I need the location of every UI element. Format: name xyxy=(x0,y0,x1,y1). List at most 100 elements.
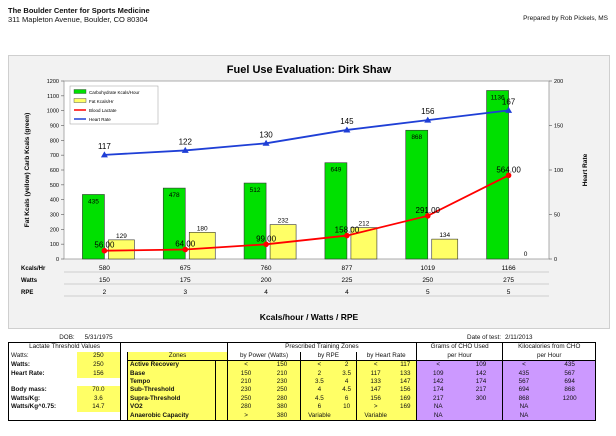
fat-bar-label: 129 xyxy=(116,233,127,240)
lt-label: Heart Rate: xyxy=(7,369,77,379)
power-high: 280 xyxy=(264,394,301,404)
kcal-low: NA xyxy=(502,411,545,422)
zone-row: Body mass: 70.0 Sub-Threshold 230 250 4 4.5 147… xyxy=(7,386,609,395)
power-high: 380 xyxy=(264,411,301,422)
lactate-point-label: 56.00 xyxy=(94,241,115,250)
row-rpe-cell: 4 xyxy=(264,289,268,296)
kcal-header-2: per Hour xyxy=(502,351,596,362)
zone-pad xyxy=(215,360,222,370)
zone-row: Watts/Kg: 3.6 Supra-Threshold 250 280 4.5 6 156… xyxy=(7,394,609,404)
hr-high: 117 xyxy=(394,360,417,370)
zone-pad xyxy=(215,403,222,412)
hr-high: 156 xyxy=(394,386,417,395)
lactate-point xyxy=(182,246,189,253)
lactate-point xyxy=(263,241,269,248)
kcal-low: 694 xyxy=(502,386,545,395)
y-tick-label: 1000 xyxy=(47,109,59,115)
zone-pad xyxy=(215,394,222,404)
kcal-header-1: Kilocalories from CHO xyxy=(502,342,596,352)
rpe-low: 3.5 xyxy=(300,378,338,387)
rpe-low: 6 xyxy=(300,403,338,412)
zone-name: Tempo xyxy=(127,378,216,387)
spacer xyxy=(120,403,129,412)
zones-empty-header xyxy=(127,342,229,352)
y-tick-label: 600 xyxy=(50,168,59,174)
carb-bar-label: 868 xyxy=(411,134,422,141)
heart-rate-point-label: 117 xyxy=(98,142,111,151)
y-tick-label: 200 xyxy=(50,227,59,233)
carb-bar xyxy=(162,187,186,260)
row-kcal-cell: 877 xyxy=(341,265,352,272)
y-tick-label: 300 xyxy=(50,213,59,219)
kcal-high xyxy=(544,403,596,412)
zone-pad xyxy=(221,411,229,422)
kcal-low: < xyxy=(502,360,545,370)
test-date-label: Date of test: xyxy=(467,334,501,341)
chart-title: Fuel Use Evaluation: Dirk Shaw xyxy=(227,64,392,76)
lt-label: Body mass: xyxy=(7,386,77,395)
lt-value xyxy=(76,378,122,387)
y-tick-label: 1200 xyxy=(47,79,59,85)
rpe-low: 2 xyxy=(300,369,338,379)
y-tick-label: 500 xyxy=(50,183,59,189)
zone-pad xyxy=(221,403,229,412)
zone-pad xyxy=(215,369,222,379)
row-kcal-cell: 1019 xyxy=(421,265,436,272)
zone-name: Supra-Threshold xyxy=(127,394,216,404)
row-watts-cell: 250 xyxy=(422,277,433,284)
dob-label: DOB: xyxy=(59,334,75,341)
lt-value xyxy=(76,411,122,422)
power-high: 250 xyxy=(264,386,301,395)
row-rpe-cell: 5 xyxy=(507,289,511,296)
zone-row: Watts: 250 Active Recovery <150 <2 <117 <109 <4… xyxy=(7,360,609,370)
fat-bar-label: 212 xyxy=(358,221,369,228)
grams-high: 217 xyxy=(459,386,504,395)
legend-swatch xyxy=(73,89,87,94)
row-watts-cell: 200 xyxy=(261,277,272,284)
grams-low: 174 xyxy=(416,386,460,395)
lactate-point-label: 99.00 xyxy=(256,234,277,243)
grams-header-2: per Hour xyxy=(416,351,504,362)
rpe-low: 4 xyxy=(300,386,338,395)
power-high: 230 xyxy=(264,378,301,387)
grams-high: 109 xyxy=(459,360,504,370)
power-header: by Power (Watts) xyxy=(227,351,301,362)
legend-entry: Fat Kcals/Hr xyxy=(89,99,114,104)
x-axis-label: Kcals/hour / Watts / RPE xyxy=(260,312,359,322)
zone-pad xyxy=(215,386,222,395)
power-high: 210 xyxy=(264,369,301,379)
lactate-point xyxy=(344,232,350,239)
rpe-header: by RPE xyxy=(300,351,357,362)
heart-rate-point-label: 130 xyxy=(259,130,273,139)
hr-low: 117 xyxy=(356,369,395,379)
lt-label xyxy=(7,411,77,422)
fat-bar-label: 0 xyxy=(524,251,528,258)
zone-pad xyxy=(215,378,222,387)
lt-value: 3.6 xyxy=(76,394,122,404)
prepared-by: Prepared by Rob Pickels, MS xyxy=(523,15,608,22)
heart-rate-line xyxy=(104,109,509,156)
zones-section: DOB: 5/31/1975 Date of test: 2/11/2013 L… xyxy=(7,334,609,422)
lactate-point xyxy=(505,172,512,179)
carb-bar-label: 478 xyxy=(169,192,180,199)
heart-rate-point-label: 156 xyxy=(421,107,435,116)
heart-rate-point-label: 122 xyxy=(179,137,193,146)
row-kcal-cell: 580 xyxy=(99,265,110,272)
zones-header: Zones xyxy=(127,351,229,362)
row-watts-cell: 175 xyxy=(180,277,191,284)
zone-name: Sub-Threshold xyxy=(127,386,216,395)
hr-low: > xyxy=(356,403,395,412)
grams-high xyxy=(459,411,504,422)
kcal-high: 1200 xyxy=(544,394,596,404)
lt-header: Lactate Threshold Values xyxy=(7,342,122,352)
kcal-high xyxy=(544,411,596,422)
lactate-point xyxy=(424,213,431,219)
legend-entry: Carbohydrate Kcals/Hour xyxy=(89,90,140,95)
test-date-value: 2/11/2013 xyxy=(504,334,533,341)
lt-label: Watts/Kg^0.75: xyxy=(7,403,77,412)
row-rpe-label: RPE xyxy=(21,290,33,296)
heart-rate-point xyxy=(262,139,270,146)
rpe-high: 2 xyxy=(337,360,357,370)
zone-pad xyxy=(221,378,229,387)
grams-low: NA xyxy=(416,403,460,412)
